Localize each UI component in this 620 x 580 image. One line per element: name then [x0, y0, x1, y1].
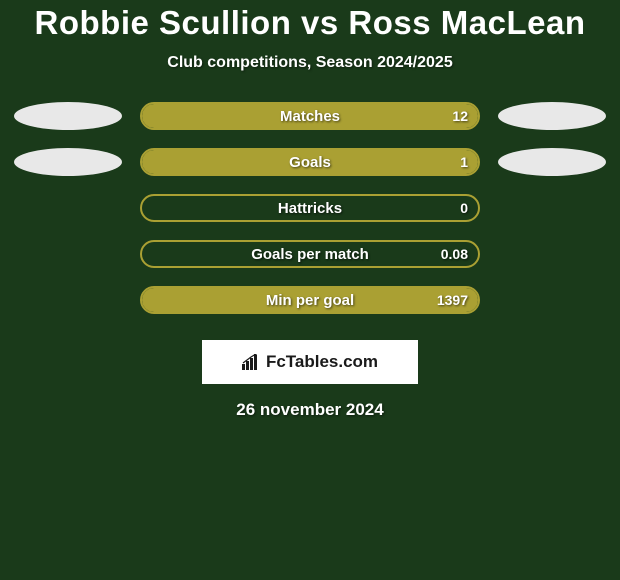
stat-label: Matches [142, 104, 478, 128]
stat-row: Min per goal1397 [0, 286, 620, 314]
stat-label: Hattricks [142, 196, 478, 220]
date-text: 26 november 2024 [0, 400, 620, 420]
logo: FcTables.com [242, 352, 378, 372]
stat-bar: Min per goal1397 [140, 286, 480, 314]
stat-value: 1397 [437, 288, 468, 312]
stat-label: Goals per match [142, 242, 478, 266]
right-ellipse [498, 148, 606, 176]
left-ellipse [14, 148, 122, 176]
right-ellipse [498, 102, 606, 130]
stat-row: Goals1 [0, 148, 620, 176]
subtitle: Club competitions, Season 2024/2025 [0, 54, 620, 72]
chart-icon [242, 354, 262, 370]
stat-bar: Goals per match0.08 [140, 240, 480, 268]
stat-value: 1 [460, 150, 468, 174]
stat-bar: Hattricks0 [140, 194, 480, 222]
page-title: Robbie Scullion vs Ross MacLean [0, 4, 620, 42]
stat-row: Hattricks0 [0, 194, 620, 222]
stat-value: 0 [460, 196, 468, 220]
stat-value: 0.08 [441, 242, 468, 266]
logo-box: FcTables.com [202, 340, 418, 384]
stat-row: Goals per match0.08 [0, 240, 620, 268]
stat-bar: Matches12 [140, 102, 480, 130]
stat-bar: Goals1 [140, 148, 480, 176]
stat-label: Min per goal [142, 288, 478, 312]
stat-row: Matches12 [0, 102, 620, 130]
stats-rows: Matches12 Goals1 Hattricks0 Goals per match… [0, 102, 620, 314]
left-ellipse [14, 102, 122, 130]
stat-value: 12 [452, 104, 468, 128]
stat-label: Goals [142, 150, 478, 174]
logo-text: FcTables.com [266, 352, 378, 372]
comparison-infographic: Robbie Scullion vs Ross MacLean Club com… [0, 0, 620, 420]
